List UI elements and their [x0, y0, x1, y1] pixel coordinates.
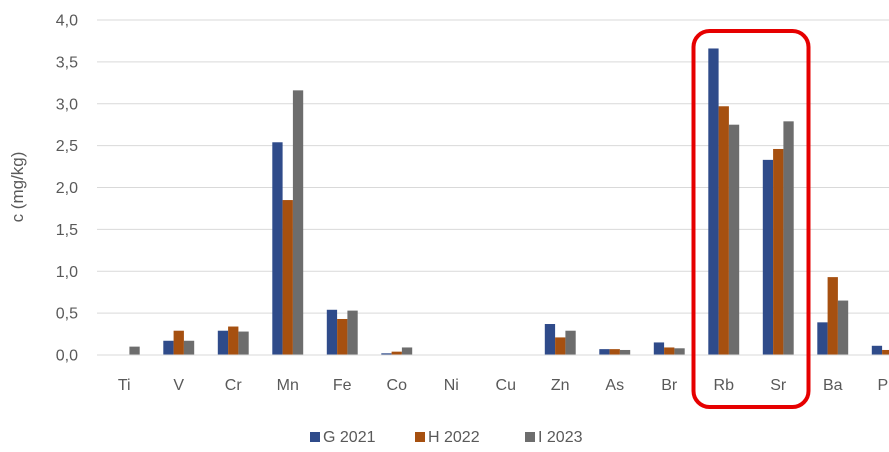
bar-ba-g — [817, 322, 828, 355]
legend-swatch — [525, 432, 535, 442]
x-tick-label: Cu — [496, 377, 516, 394]
bar-co-g — [381, 353, 392, 355]
bar-cr-g — [217, 330, 229, 355]
bar-cr-i — [238, 331, 249, 355]
x-tick-label: Cr — [225, 377, 243, 394]
bar-ti-i — [129, 346, 140, 355]
y-tick-label: 2,5 — [56, 138, 78, 155]
bar-co-h — [391, 351, 402, 355]
bar-br-h — [664, 347, 675, 355]
bar-as-h — [609, 349, 620, 355]
bar-co-i — [401, 347, 413, 355]
x-tick-label: Pb — [877, 377, 889, 394]
legend-swatch — [310, 432, 320, 442]
x-tick-label: Mn — [277, 377, 299, 394]
y-tick-label: 2,0 — [56, 180, 78, 197]
y-axis-title: c (mg/kg) — [8, 152, 27, 223]
bar-mn-i — [292, 90, 304, 355]
x-tick-label: Ba — [823, 377, 843, 394]
bar-ba-i — [837, 300, 849, 355]
bar-as-i — [619, 349, 631, 355]
bar-zn-g — [544, 324, 556, 355]
legend-label: H 2022 — [428, 429, 480, 446]
x-tick-label: Ni — [444, 377, 459, 394]
bar-pb-h — [882, 349, 889, 355]
bar-br-i — [674, 348, 685, 355]
bar-fe-g — [326, 309, 338, 355]
bar-zn-h — [555, 337, 566, 355]
y-tick-label: 3,5 — [56, 54, 78, 71]
legend-label: I 2023 — [538, 429, 583, 446]
legend-swatch — [415, 432, 425, 442]
bar-sr-g — [762, 159, 774, 355]
x-tick-label: Rb — [714, 377, 735, 394]
bars — [129, 48, 889, 356]
y-tick-label: 3,0 — [56, 96, 78, 113]
bar-v-g — [163, 340, 174, 355]
legend: G 2021 H 2022 I 2023 — [310, 429, 583, 446]
gridlines — [97, 19, 889, 314]
bar-br-g — [653, 342, 665, 355]
bar-pb-g — [871, 345, 883, 355]
x-tick-label: Fe — [333, 377, 352, 394]
bar-fe-i — [347, 310, 358, 355]
x-tick-label: Co — [387, 377, 408, 394]
y-tick-label: 0,5 — [56, 306, 78, 323]
bar-zn-i — [565, 330, 576, 355]
x-tick-label: Ti — [118, 377, 131, 394]
bar-mn-h — [282, 200, 293, 355]
x-tick-label: Sr — [770, 377, 787, 394]
x-tick-label: As — [605, 377, 624, 394]
legend-label: G 2021 — [323, 429, 376, 446]
bar-rb-i — [728, 124, 740, 355]
bar-cr-h — [228, 326, 239, 355]
bar-v-h — [173, 330, 184, 355]
y-tick-label: 1,5 — [56, 222, 78, 239]
y-tick-label: 4,0 — [56, 13, 78, 30]
x-tick-label: V — [173, 377, 184, 394]
x-tick-label: Zn — [551, 377, 570, 394]
x-axis-ticks: Ti V Cr Mn Fe Co Ni Cu Zn As Br Rb Sr Ba Pb — [118, 377, 889, 394]
bar-rb-h — [718, 106, 729, 355]
y-axis-ticks: 0,0 0,5 1,0 1,5 2,0 2,5 3,0 3,5 4,0 — [56, 13, 78, 365]
bar-sr-i — [783, 121, 794, 356]
bar-as-g — [599, 349, 610, 355]
x-tick-label: Br — [661, 377, 678, 394]
bar-v-i — [183, 340, 195, 355]
y-tick-label: 1,0 — [56, 264, 78, 281]
bar-mn-g — [272, 142, 283, 355]
bar-fe-h — [337, 318, 348, 355]
bar-ba-h — [827, 277, 838, 355]
bar-sr-h — [773, 148, 784, 355]
highlight-box — [691, 29, 811, 409]
y-tick-label: 0,0 — [56, 348, 78, 365]
bar-rb-g — [708, 48, 719, 355]
